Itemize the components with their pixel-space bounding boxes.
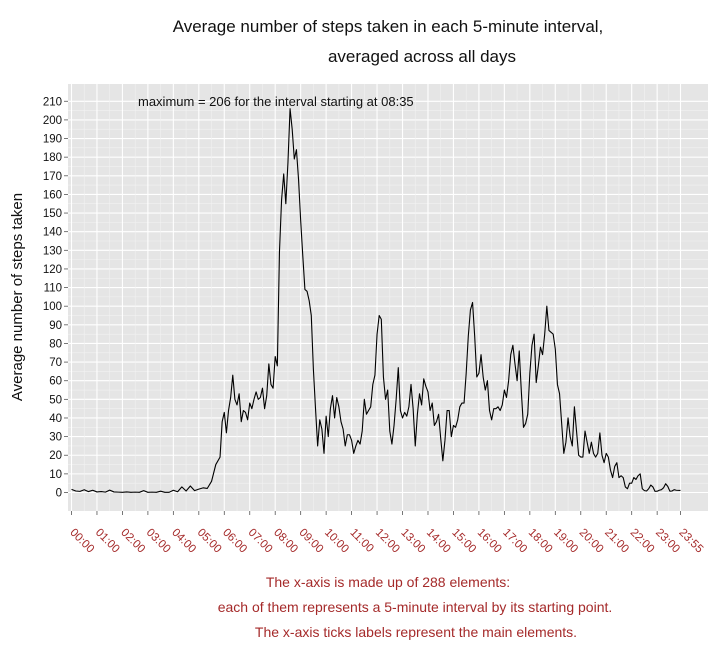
y-tick-label: 180 (43, 152, 62, 164)
x-tick-label: 19:00 (551, 527, 580, 556)
y-tick-label: 60 (49, 376, 62, 388)
y-tick-label: 170 (43, 171, 62, 183)
y-tick-label: 160 (43, 189, 62, 201)
x-tick-label: 01:00 (93, 527, 122, 556)
y-tick-label: 130 (43, 245, 62, 257)
x-tick-label: 03:00 (144, 527, 173, 556)
y-tick-label: 90 (49, 320, 62, 332)
chart-title-line1: Average number of steps taken in each 5-… (173, 17, 604, 36)
max-annotation: maximum = 206 for the interval starting … (138, 94, 414, 109)
y-tick-label: 140 (43, 227, 62, 239)
x-tick-label: 12:00 (373, 527, 402, 556)
y-tick-label: 40 (49, 413, 62, 425)
y-tick-label: 10 (49, 469, 62, 481)
x-tick-label: 10:00 (322, 527, 351, 556)
y-tick-label: 200 (43, 115, 62, 127)
x-tick-label: 05:00 (195, 527, 224, 556)
footnote-line2: each of them represents a 5-minute inter… (218, 599, 613, 615)
y-tick-label: 100 (43, 301, 62, 313)
x-tick-label: 09:00 (297, 527, 326, 556)
gridlines (68, 84, 708, 511)
chart-title-line2: averaged across all days (328, 47, 516, 66)
y-tick-label: 190 (43, 134, 62, 146)
x-tick-label: 18:00 (526, 527, 555, 556)
x-tick-label: 22:00 (628, 527, 657, 556)
y-tick-label: 210 (43, 96, 62, 108)
x-tick-label: 02:00 (118, 527, 147, 556)
x-tick-label: 06:00 (220, 527, 249, 556)
x-tick-label: 17:00 (500, 527, 529, 556)
y-tick-label: 70 (49, 357, 62, 369)
y-tick-label: 20 (49, 450, 62, 462)
y-tick-label: 0 (56, 488, 62, 500)
x-tick-label: 11:00 (347, 527, 375, 555)
x-tick-label: 21:00 (602, 527, 631, 556)
x-tick-label: 00:00 (67, 527, 96, 556)
y-tick-label: 80 (49, 338, 62, 350)
x-tick-label: 16:00 (475, 527, 504, 556)
y-tick-label: 30 (49, 432, 62, 444)
footnote-line1: The x-axis is made up of 288 elements: (266, 574, 510, 590)
plot-background (68, 84, 708, 511)
y-tick-label: 110 (44, 283, 62, 295)
x-tick-label: 23:00 (653, 527, 682, 556)
y-tick-label: 50 (49, 394, 62, 406)
x-tick-label: 23:55 (676, 527, 705, 556)
x-tick-label: 20:00 (577, 527, 606, 556)
x-tick-label: 14:00 (424, 527, 453, 556)
y-tick-label: 120 (43, 264, 62, 276)
footnote-line3: The x-axis ticks labels represent the ma… (255, 624, 577, 640)
series-line (71, 108, 681, 493)
x-tick-label: 15:00 (449, 527, 478, 556)
x-tick-label: 13:00 (398, 527, 427, 556)
x-axis: 00:0001:0002:0003:0004:0005:0006:0007:00… (67, 511, 705, 555)
y-axis-title: Average number of steps taken (9, 193, 26, 401)
y-tick-label: 150 (43, 208, 62, 220)
x-tick-label: 08:00 (271, 527, 300, 556)
x-tick-label: 07:00 (246, 527, 275, 556)
y-axis: 0 10 20 30 40 50 60 70 80 90 100 110 120 130 140 150 160… (43, 96, 68, 500)
x-tick-label: 04:00 (169, 527, 198, 556)
